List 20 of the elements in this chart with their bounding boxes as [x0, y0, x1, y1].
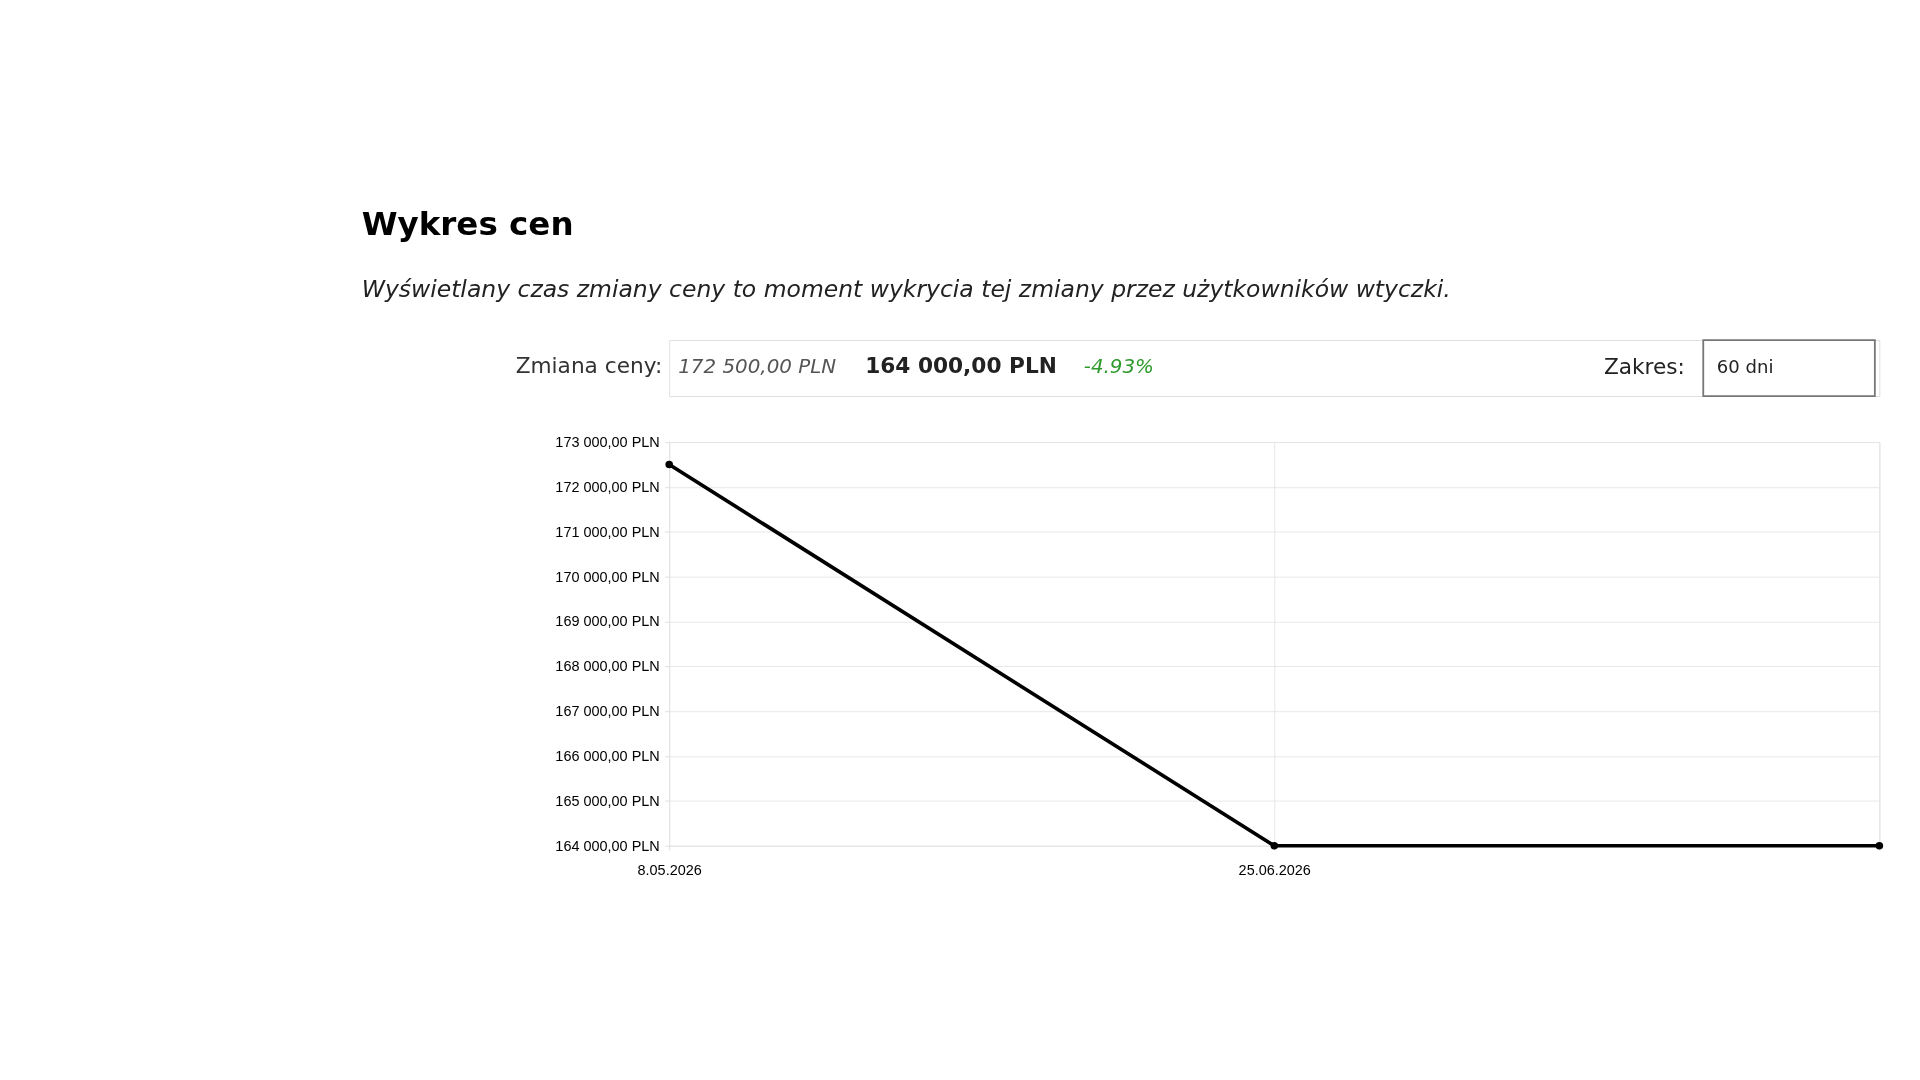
text: Zakres: [1603, 354, 1685, 380]
text: 172 500,00 PLN [678, 355, 837, 379]
x-tick-label: 8.05.2026 [637, 862, 702, 879]
y-tick-label: 168 000,00 PLN [555, 658, 660, 675]
text: -4.93% [1083, 355, 1154, 379]
y-tick-label: 165 000,00 PLN [555, 792, 660, 809]
y-tick-label: 167 000,00 PLN [555, 703, 660, 720]
y-tick-label: 169 000,00 PLN [555, 613, 660, 630]
y-tick-label: 166 000,00 PLN [555, 748, 660, 765]
chart-subtitle: Wyświetlany czas zmiany ceny to moment wykrycia tej zmiany przez użytkowników wtyczki. [361, 275, 1451, 304]
y-tick-label: 173 000,00 PLN [555, 434, 660, 451]
text: Zmiana ceny: [515, 353, 663, 379]
y-tick-label: 164 000,00 PLN [555, 837, 660, 854]
chart-title: Wykres cen [361, 204, 574, 243]
y-tick-label: 172 000,00 PLN [555, 478, 660, 495]
text: 60 dni [1716, 356, 1774, 378]
y-tick-label: 171 000,00 PLN [555, 523, 660, 540]
x-tick-label: 25.06.2026 [1238, 862, 1311, 879]
text: 164 000,00 PLN [865, 353, 1057, 379]
y-tick-label: 170 000,00 PLN [555, 568, 660, 585]
